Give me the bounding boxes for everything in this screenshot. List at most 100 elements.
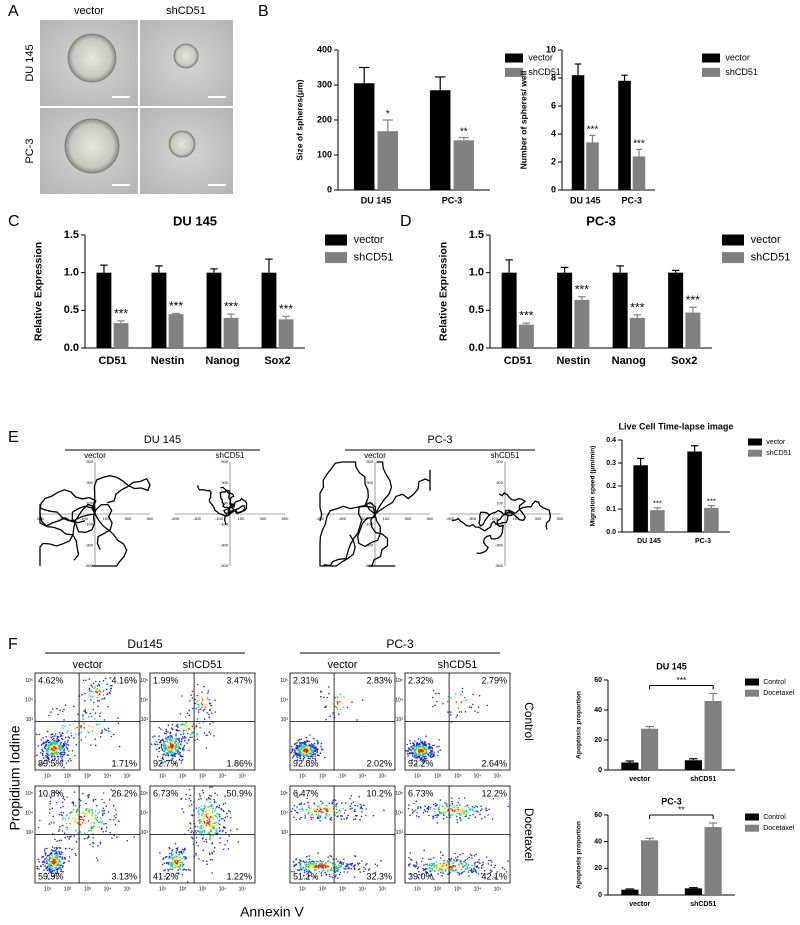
event-dot [478,873,480,875]
event-dot [433,804,435,806]
event-dot [300,752,302,754]
event-dot [326,697,328,699]
event-dot [87,810,89,812]
event-dot [180,851,182,853]
event-dot [461,863,463,865]
y-tick-label: 1.0 [469,267,484,279]
cell-track [375,470,430,514]
event-dot [339,865,341,867]
event-dot [50,863,52,865]
significance-label: *** [169,299,183,313]
event-dot [468,871,470,873]
event-dot [337,861,339,863]
event-dot [361,811,363,813]
event-dot [192,726,194,728]
event-dot [97,817,99,819]
event-dot [73,809,75,811]
event-dot [99,681,101,683]
event-dot [355,815,357,817]
event-dot [298,862,300,864]
event-dot [340,815,342,817]
significance-label: *** [686,293,700,307]
event-dot [44,862,46,864]
event-dot [293,749,295,751]
event-dot [436,701,438,703]
event-dot [323,861,325,863]
event-dot [472,814,474,816]
event-dot [197,703,199,705]
event-dot [104,728,106,730]
event-dot [165,731,167,733]
bar [519,325,534,348]
event-dot [465,865,467,867]
event-dot [349,805,351,807]
event-dot [178,745,180,747]
event-dot [355,818,357,820]
event-dot [75,733,77,735]
event-dot [47,754,49,756]
event-dot [176,850,178,852]
event-dot [167,742,169,744]
event-dot [306,865,308,867]
event-dot [62,756,64,758]
event-dot [206,799,208,801]
event-dot [118,820,120,822]
event-dot [435,693,437,695]
x-tick-label: 300 [535,516,542,521]
event-dot [44,848,46,850]
event-dot [422,858,424,860]
event-dot [88,830,90,832]
y-tick-label: 10³ [396,830,404,836]
event-dot [317,809,319,811]
event-dot [471,865,473,867]
event-dot [82,714,84,716]
event-dot [93,800,95,802]
event-dot [457,811,459,813]
event-dot [436,746,438,748]
bar [454,140,475,190]
event-dot [457,807,459,809]
event-dot [171,727,173,729]
event-dot [126,840,128,842]
event-dot [304,803,306,805]
event-dot [437,814,439,816]
event-dot [174,756,176,758]
event-dot [102,815,104,817]
event-dot [159,747,161,749]
event-dot [471,855,473,857]
event-dot [72,750,74,752]
bar [685,313,700,348]
event-dot [474,710,476,712]
event-dot [469,815,471,817]
x-tick-label: Nestin [151,355,185,367]
event-dot [101,799,103,801]
event-dot [427,811,429,813]
event-dot [413,752,415,754]
event-dot [417,868,419,870]
event-dot [314,810,316,812]
event-dot [217,817,219,819]
legend-label: shCD51 [751,252,791,264]
event-dot [60,807,62,809]
event-dot [478,867,480,869]
event-dot [192,708,194,710]
event-dot [54,743,56,745]
event-dot [366,808,368,810]
event-dot [68,817,70,819]
event-dot [433,857,435,859]
x-tick-label: shCD51 [690,776,716,783]
x-tick-label: 10⁴ [104,886,112,892]
event-dot [180,743,182,745]
event-dot [201,704,203,706]
plot-label: shCD51 [438,659,478,671]
event-dot [90,744,92,746]
event-dot [111,736,113,738]
event-dot [186,726,188,728]
event-dot [49,808,51,810]
event-dot [413,745,415,747]
event-dot [60,752,62,754]
event-dot [430,858,432,860]
event-dot [59,840,61,842]
event-dot [323,808,325,810]
event-dot [469,870,471,872]
